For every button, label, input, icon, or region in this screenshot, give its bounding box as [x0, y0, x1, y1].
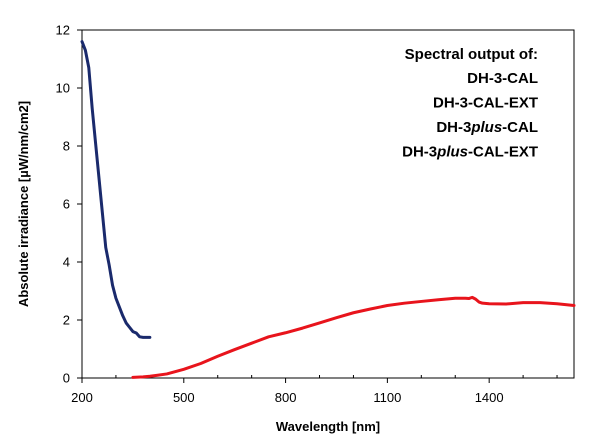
series-line-2: [131, 295, 576, 379]
y-tick-label: 10: [56, 81, 70, 96]
annotation-line: DH-3-CAL-EXT: [433, 95, 538, 112]
x-tick-label: 500: [173, 390, 195, 405]
annotation-text: plus: [436, 144, 468, 161]
y-tick-label: 8: [63, 139, 70, 154]
y-tick-label: 4: [63, 255, 70, 270]
annotation-line: DH-3-CAL: [467, 70, 538, 87]
series-layer: [80, 40, 576, 379]
annotation-line: DH-3plus-CAL: [436, 119, 538, 136]
y-tick-label: 12: [56, 23, 70, 38]
annotation-text: DH-3: [436, 119, 471, 136]
y-tick-label: 2: [63, 313, 70, 328]
annotation-text: plus: [470, 119, 502, 136]
annotation-text: -CAL: [502, 119, 538, 136]
y-tick-label: 0: [63, 371, 70, 386]
x-axis-ticks: 200 500 800 1100 1400: [71, 375, 558, 405]
annotation-text: DH-3-CAL: [467, 70, 538, 87]
annotation-text: DH-3: [402, 144, 437, 161]
annotation-text: DH-3-CAL-EXT: [433, 95, 538, 112]
x-tick-label: 1400: [475, 390, 504, 405]
annotation-line: DH-3plus-CAL-EXT: [402, 144, 538, 161]
y-axis-label: Absolute irradiance [µW/nm/cm2]: [16, 101, 31, 307]
x-axis-label: Wavelength [nm]: [276, 419, 380, 434]
y-axis-ticks: 0 2 4 6 8 10 12: [56, 23, 82, 386]
y-tick-label: 6: [63, 197, 70, 212]
annotation-lines: DH-3-CALDH-3-CAL-EXTDH-3plus-CALDH-3plus…: [402, 70, 538, 161]
x-tick-label: 1100: [373, 390, 401, 405]
annotation-heading: Spectral output of:: [405, 46, 538, 63]
x-tick-label: 800: [275, 390, 297, 405]
annotation-text: -CAL-EXT: [468, 144, 538, 161]
x-tick-label: 200: [71, 390, 93, 405]
series-line-1: [80, 40, 152, 339]
